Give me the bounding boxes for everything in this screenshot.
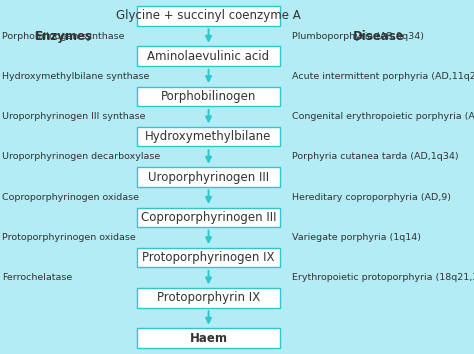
Text: Hereditary coproporphyria (AD,9): Hereditary coproporphyria (AD,9): [292, 193, 450, 202]
Text: Coproporphyrinogen oxidase: Coproporphyrinogen oxidase: [2, 193, 139, 202]
Text: Porphyria cutanea tarda (AD,1q34): Porphyria cutanea tarda (AD,1q34): [292, 152, 458, 161]
Text: Disease: Disease: [353, 30, 405, 42]
Text: Porphobilinogen synthase: Porphobilinogen synthase: [2, 32, 125, 41]
Text: Uroporphyrinogen decarboxylase: Uroporphyrinogen decarboxylase: [2, 152, 161, 161]
Text: Hydroxymethylbilane synthase: Hydroxymethylbilane synthase: [2, 72, 150, 81]
Text: Hydroxymethylbilane: Hydroxymethylbilane: [146, 130, 272, 143]
Text: Variegate porphyria (1q14): Variegate porphyria (1q14): [292, 233, 420, 242]
FancyBboxPatch shape: [137, 46, 280, 66]
FancyBboxPatch shape: [137, 87, 280, 106]
FancyBboxPatch shape: [137, 207, 280, 227]
Text: Coproporphyrinogen III: Coproporphyrinogen III: [141, 211, 276, 224]
Text: Haem: Haem: [190, 332, 228, 344]
Text: Porphobilinogen: Porphobilinogen: [161, 90, 256, 103]
Text: Aminolaevulinic acid: Aminolaevulinic acid: [147, 50, 270, 63]
Text: Acute intermittent porphyria (AD,11q23): Acute intermittent porphyria (AD,11q23): [292, 72, 474, 81]
Text: Ferrochelatase: Ferrochelatase: [2, 273, 73, 282]
Text: Protoporphyrin IX: Protoporphyrin IX: [157, 291, 260, 304]
Text: Uroporphyrinogen III: Uroporphyrinogen III: [148, 171, 269, 183]
Text: Congenital erythropoietic porphyria (AR,10q26): Congenital erythropoietic porphyria (AR,…: [292, 112, 474, 121]
FancyBboxPatch shape: [137, 127, 280, 147]
Text: Plumboporphyria (AR,9q34): Plumboporphyria (AR,9q34): [292, 32, 423, 41]
FancyBboxPatch shape: [137, 288, 280, 308]
Text: Protoporphyrinogen IX: Protoporphyrinogen IX: [142, 251, 275, 264]
Text: Enzymes: Enzymes: [35, 30, 93, 42]
Text: Uroporphyrinogen III synthase: Uroporphyrinogen III synthase: [2, 112, 146, 121]
FancyBboxPatch shape: [137, 248, 280, 267]
Text: Protoporphyrinogen oxidase: Protoporphyrinogen oxidase: [2, 233, 136, 242]
FancyBboxPatch shape: [137, 329, 280, 348]
FancyBboxPatch shape: [137, 6, 280, 26]
FancyBboxPatch shape: [137, 167, 280, 187]
Text: Erythropoietic protoporphyria (18q21,3): Erythropoietic protoporphyria (18q21,3): [292, 273, 474, 282]
Text: Glycine + succinyl coenzyme A: Glycine + succinyl coenzyme A: [116, 10, 301, 22]
